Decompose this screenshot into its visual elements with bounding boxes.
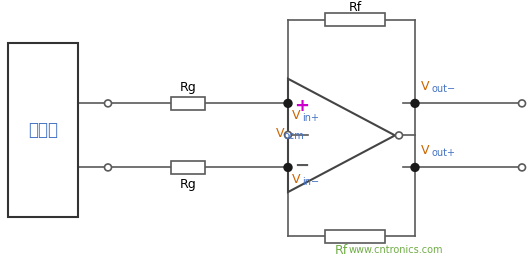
Circle shape [104, 100, 112, 107]
Circle shape [411, 99, 419, 107]
Circle shape [284, 164, 292, 171]
Bar [325, 230, 385, 243]
Text: Rf: Rf [348, 1, 362, 14]
Text: V: V [292, 109, 301, 122]
Text: V: V [421, 144, 429, 157]
Circle shape [284, 99, 292, 107]
Circle shape [104, 164, 112, 171]
Bar [171, 161, 205, 174]
Text: ocm: ocm [284, 131, 305, 141]
Text: V: V [276, 127, 284, 140]
Text: Rf: Rf [335, 244, 347, 257]
Circle shape [411, 164, 419, 171]
Text: V: V [421, 79, 429, 93]
Text: in+: in+ [302, 113, 319, 123]
Circle shape [519, 164, 526, 171]
Bar [171, 97, 205, 110]
Bar [8, 43, 78, 217]
Text: out+: out+ [431, 148, 455, 158]
Circle shape [395, 132, 403, 139]
Circle shape [285, 132, 292, 138]
Text: in−: in− [302, 177, 319, 187]
Text: V: V [292, 173, 301, 186]
Text: 信号源: 信号源 [28, 121, 58, 139]
Text: Rg: Rg [180, 81, 196, 94]
Text: +: + [295, 97, 310, 115]
Text: out−: out− [431, 84, 455, 94]
Bar [325, 13, 385, 26]
Text: −: − [294, 156, 310, 174]
Text: Rg: Rg [180, 178, 196, 191]
Circle shape [519, 100, 526, 107]
Text: www.cntronics.com: www.cntronics.com [349, 245, 444, 255]
